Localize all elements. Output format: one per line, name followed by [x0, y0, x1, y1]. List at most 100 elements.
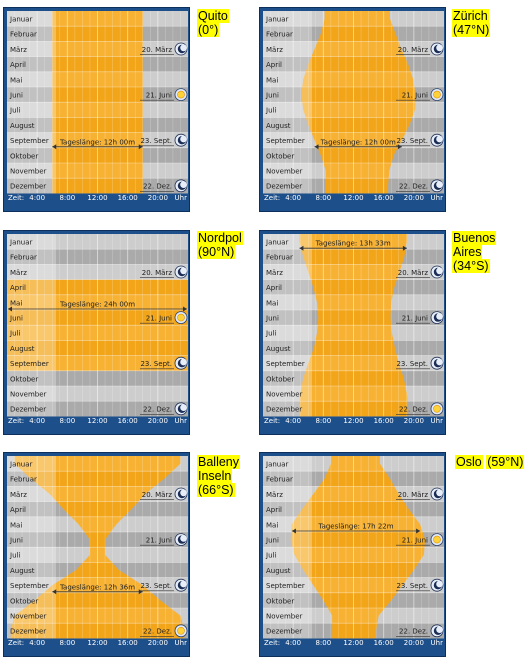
- month-label: Juli: [265, 107, 276, 115]
- month-label: Februar: [10, 31, 37, 39]
- arrow-head-right: [138, 144, 143, 150]
- axis-unit: Uhr: [175, 417, 188, 425]
- month-label: Juni: [265, 315, 279, 323]
- solstice-equinox-label: 20. März: [142, 491, 173, 499]
- axis-tick-label: 16:00: [374, 417, 394, 425]
- month-label: März: [10, 491, 27, 499]
- location-name: Balleny Inseln: [197, 455, 240, 483]
- month-label: April: [10, 284, 26, 292]
- daylight-svg: Januar Februar März April Mai Juni Juli August S…: [263, 456, 444, 647]
- solstice-equinox-label: 20. März: [142, 46, 173, 54]
- moon-icon: [174, 533, 188, 546]
- solstice-equinox-label: 21. Juni: [146, 537, 172, 545]
- month-label: November: [266, 613, 303, 621]
- month-label: Juli: [9, 107, 20, 115]
- moon-icon: [430, 487, 444, 501]
- month-label: April: [266, 506, 282, 514]
- moon-icon: [430, 179, 444, 193]
- location-label-buenos-aires: Buenos Aires (34°S): [452, 231, 526, 273]
- month-label: Juni: [265, 537, 279, 545]
- month-label: Dezember: [266, 183, 302, 191]
- location-latitude: (0°): [197, 23, 220, 37]
- month-label: Mai: [10, 299, 22, 307]
- axis-unit: Uhr: [175, 194, 188, 202]
- axis-tick-label: 20:00: [148, 194, 168, 202]
- solstice-equinox-label: 23. Sept.: [396, 582, 428, 590]
- axis-tick-label: 8:00: [315, 639, 331, 647]
- moon-icon: [174, 578, 188, 592]
- axis-tick-label: 12:00: [343, 194, 363, 202]
- axis-tick-label: 20:00: [404, 639, 424, 647]
- daylight-chart-nordpol: Januar Februar März April Mai Juni Juli August S…: [3, 230, 190, 435]
- month-label: Mai: [266, 521, 278, 529]
- day-length-label: Tageslänge: 24h 00m: [59, 301, 135, 309]
- moon-icon: [174, 356, 188, 370]
- location-label-zuerich: Zürich (47°N): [452, 9, 491, 37]
- moon-icon: [174, 42, 188, 56]
- month-label: Februar: [266, 31, 293, 39]
- axis-tick-label: 20:00: [148, 639, 168, 647]
- location-latitude: (47°N): [452, 23, 491, 37]
- month-label: April: [266, 61, 282, 69]
- month-label: April: [10, 506, 26, 514]
- axis-tick-label: 8:00: [59, 417, 75, 425]
- sun-icon: [430, 88, 444, 101]
- arrow-head-left: [291, 528, 296, 534]
- arrow-head-right: [138, 589, 143, 595]
- day-length-label: Tageslänge: 12h 00m: [320, 138, 396, 146]
- solstice-equinox-label: 22. Dez.: [399, 406, 428, 414]
- daylight-svg: Januar Februar März April Mai Juni Juli August S…: [263, 234, 444, 425]
- axis-tick-label: 8:00: [59, 639, 75, 647]
- axis-tick-label: 20:00: [404, 417, 424, 425]
- solstice-equinox-label: 23. Sept.: [140, 360, 172, 368]
- month-label: Dezember: [266, 406, 302, 414]
- month-label: Mai: [266, 76, 278, 84]
- month-label: Juni: [9, 537, 23, 545]
- moon-icon: [430, 42, 444, 56]
- month-label: Mai: [266, 299, 278, 307]
- month-label: Dezember: [266, 628, 302, 636]
- solstice-equinox-label: 22. Dez.: [399, 628, 428, 636]
- solstice-equinox-label: 23. Sept.: [396, 137, 428, 145]
- month-label: August: [266, 567, 291, 575]
- month-label: September: [266, 582, 305, 590]
- axis-tick-label: 4:00: [29, 194, 45, 202]
- axis-prefix: Zeit:: [8, 639, 24, 647]
- location-label-oslo: Oslo (59°N): [455, 455, 525, 469]
- axis-tick-label: 16:00: [118, 639, 138, 647]
- axis-prefix: Zeit:: [8, 417, 24, 425]
- solstice-equinox-label: 22. Dez.: [143, 628, 172, 636]
- axis-tick-label: 4:00: [285, 639, 301, 647]
- daylight-svg: Januar Februar März April Mai Juni Juli August S…: [7, 234, 188, 425]
- location-name: Oslo: [455, 455, 483, 469]
- axis-tick-label: 4:00: [285, 194, 301, 202]
- solstice-equinox-label: 21. Juni: [146, 92, 172, 100]
- sun-icon: [430, 533, 444, 546]
- axis-tick-label: 8:00: [59, 194, 75, 202]
- month-label: August: [10, 122, 35, 130]
- arrow-head-right: [402, 245, 407, 251]
- month-label: März: [10, 46, 27, 54]
- sun-icon: [174, 311, 188, 324]
- month-label: Dezember: [10, 628, 46, 636]
- location-label-balleny-inseln: Balleny Inseln (66°S): [197, 455, 240, 497]
- moon-icon: [174, 487, 188, 501]
- location-latitude: (59°N): [486, 455, 525, 469]
- month-label: Januar: [9, 461, 33, 469]
- daylight-svg: Januar Februar März April Mai Juni Juli August S…: [7, 456, 188, 647]
- month-label: Juni: [9, 92, 23, 100]
- axis-tick-label: 12:00: [87, 639, 107, 647]
- month-label: Februar: [266, 476, 293, 484]
- axis-tick-label: 16:00: [118, 194, 138, 202]
- axis-prefix: Zeit:: [8, 194, 24, 202]
- month-label: Februar: [10, 476, 37, 484]
- daylight-svg: Januar Februar März April Mai Juni Juli August S…: [7, 11, 188, 202]
- axis-tick-label: 4:00: [29, 417, 45, 425]
- arrow-head-right: [416, 528, 421, 534]
- month-label: Februar: [10, 254, 37, 262]
- axis-tick-label: 16:00: [374, 194, 394, 202]
- month-label: Oktober: [266, 597, 294, 605]
- month-label: Februar: [266, 254, 293, 262]
- month-label: Mai: [10, 521, 22, 529]
- location-name: Nordpol: [197, 231, 243, 245]
